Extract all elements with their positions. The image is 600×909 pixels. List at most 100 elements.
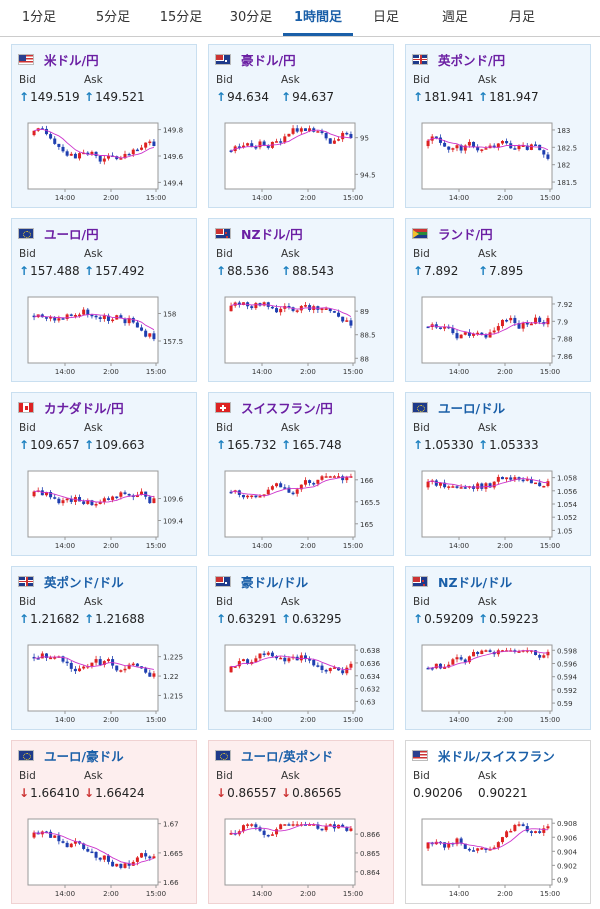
candle-body	[476, 483, 480, 489]
pair-title[interactable]: ユーロ/円	[18, 225, 99, 242]
candle-body	[443, 482, 447, 488]
tab-1時間足[interactable]: 1時間足	[283, 0, 353, 36]
rate-card[interactable]: スイスフラン/円 Bid Ask ↑165.732 ↑165.748 166 165.5 16…	[208, 392, 394, 556]
rate-card[interactable]: NZドル/ドル Bid Ask ↑0.59209 ↑0.59223 0.598 0.596 0…	[405, 566, 591, 730]
mini-chart[interactable]: 1.67 1.665 1.66 14:00 2:00 15:00	[18, 813, 190, 903]
tab-日足[interactable]: 日足	[372, 10, 399, 25]
candle-body	[320, 828, 324, 831]
candle-body	[505, 831, 509, 838]
candle-body	[299, 128, 303, 132]
tab-月足[interactable]: 月足	[508, 10, 535, 25]
y-tick-label: 89	[360, 308, 369, 316]
up-arrow-icon: ↑	[281, 438, 292, 452]
candle-body	[476, 651, 480, 655]
mini-chart[interactable]: 109.6 109.4 14:00 2:00 15:00	[18, 465, 190, 555]
mini-chart[interactable]: 0.866 0.865 0.864 14:00 2:00 15:00	[215, 813, 387, 903]
rate-card[interactable]: 豪ドル/円 Bid Ask ↑94.634 ↑94.637 95 94.5 14:00 2:00…	[208, 44, 394, 208]
pair-name[interactable]: カナダドル/円	[44, 400, 124, 416]
pair-title[interactable]: ユーロ/豪ドル	[18, 747, 124, 764]
pair-title[interactable]: ユーロ/英ポンド	[215, 747, 334, 764]
candle-body	[250, 495, 254, 498]
pair-title[interactable]: カナダドル/円	[18, 399, 124, 416]
mini-chart[interactable]: 1.058 1.056 1.054 1.052 1.05 14:00 2:00 15:00	[412, 465, 584, 555]
pair-title[interactable]: NZドル/円	[215, 225, 303, 242]
pair-name[interactable]: ユーロ/豪ドル	[44, 748, 124, 764]
candle-body	[65, 151, 69, 156]
pair-title[interactable]: NZドル/ドル	[412, 573, 513, 590]
tab-1分足[interactable]: 1分足	[21, 10, 57, 25]
pair-title[interactable]: 米ドル/円	[18, 51, 99, 68]
mini-chart[interactable]: 95 94.5 14:00 2:00 15:00	[215, 117, 387, 207]
pair-name[interactable]: NZドル/円	[241, 226, 303, 242]
pair-name[interactable]: スイスフラン/円	[241, 400, 333, 416]
pair-title[interactable]: 豪ドル/円	[215, 51, 296, 68]
candle-body	[328, 476, 332, 478]
tab-週足[interactable]: 週足	[441, 10, 468, 25]
rate-card[interactable]: カナダドル/円 Bid Ask ↑109.657 ↑109.663 109.6 109.4 1…	[11, 392, 197, 556]
ask-label: Ask	[84, 248, 103, 260]
moving-average-line	[34, 490, 154, 503]
rate-card[interactable]: ユーロ/英ポンド Bid Ask ↓0.86557 ↓0.86565 0.866 0.865…	[208, 740, 394, 904]
mini-chart[interactable]: 1.225 1.22 1.215 14:00 2:00 15:00	[18, 639, 190, 729]
candle-body	[144, 330, 148, 337]
y-tick-label: 0.59	[557, 700, 573, 708]
rate-card[interactable]: ランド/円 Bid Ask ↑7.892 ↑7.895 7.92 7.9 7.88 7.86 14…	[405, 218, 591, 382]
up-arrow-icon: ↑	[413, 264, 424, 278]
candle-body	[517, 824, 521, 826]
pair-name[interactable]: ユーロ/円	[44, 226, 99, 242]
rate-card[interactable]: ユーロ/豪ドル Bid Ask ↓1.66410 ↓1.66424 1.67 1.665 1.…	[11, 740, 197, 904]
pair-title[interactable]: 豪ドル/ドル	[215, 573, 309, 590]
mini-chart[interactable]: 0.598 0.596 0.594 0.592 0.59 14:00 2:00 15:00	[412, 639, 584, 729]
rate-card[interactable]: 米ドル/スイスフラン Bid Ask 0.90206 0.90221 0.908 0.906…	[405, 740, 591, 904]
pair-name[interactable]: ランド/円	[438, 226, 493, 242]
rate-card[interactable]: 豪ドル/ドル Bid Ask ↑0.63291 ↑0.63295 0.638 0.636 0.…	[208, 566, 394, 730]
pair-title[interactable]: ユーロ/ドル	[412, 399, 506, 416]
pair-name[interactable]: 米ドル/スイスフラン	[438, 748, 555, 764]
candle-body	[40, 653, 44, 659]
candle-body	[49, 657, 53, 660]
ask-label: Ask	[84, 596, 103, 608]
pair-title[interactable]: 英ポンド/円	[412, 51, 506, 68]
pair-name[interactable]: 豪ドル/ドル	[241, 574, 309, 590]
rate-card[interactable]: ユーロ/ドル Bid Ask ↑1.05330 ↑1.05333 1.058 1.056 1.…	[405, 392, 591, 556]
y-tick-label: 0.904	[557, 848, 578, 856]
mini-chart[interactable]: 166 165.5 165 14:00 2:00 15:00	[215, 465, 387, 555]
candle-body	[467, 141, 471, 146]
mini-chart[interactable]: 7.92 7.9 7.88 7.86 14:00 2:00 15:00	[412, 291, 584, 381]
pair-name[interactable]: 英ポンド/円	[438, 52, 506, 68]
tab-15分足[interactable]: 15分足	[159, 10, 203, 25]
pair-title[interactable]: 英ポンド/ドル	[18, 573, 124, 590]
mini-chart[interactable]: 158 157.5 14:00 2:00 15:00	[18, 291, 190, 381]
candle-body	[443, 326, 447, 329]
candle-body	[275, 829, 279, 835]
mini-chart[interactable]: 0.908 0.906 0.904 0.902 0.9 14:00 2:00 15:00	[412, 813, 584, 903]
bid-value: ↑165.732	[216, 438, 277, 452]
tab-30分足[interactable]: 30分足	[229, 10, 273, 25]
candle-body	[484, 334, 488, 338]
rate-card[interactable]: ユーロ/円 Bid Ask ↑157.488 ↑157.492 158 157.5 14:00…	[11, 218, 197, 382]
pair-name[interactable]: ユーロ/ドル	[438, 400, 506, 416]
candle-body	[86, 309, 90, 315]
mini-chart[interactable]: 0.638 0.636 0.634 0.632 0.63 14:00 2:00 15:00	[215, 639, 387, 729]
rate-card[interactable]: 英ポンド/円 Bid Ask ↑181.941 ↑181.947 183 182.5 182 1…	[405, 44, 591, 208]
pair-name[interactable]: NZドル/ドル	[438, 574, 513, 590]
pair-name[interactable]: 米ドル/円	[44, 52, 99, 68]
rate-card[interactable]: 英ポンド/ドル Bid Ask ↑1.21682 ↑1.21688 1.225 1.22 1.…	[11, 566, 197, 730]
plot-area	[421, 644, 553, 712]
pair-name[interactable]: 英ポンド/ドル	[44, 574, 124, 590]
mini-chart[interactable]: 183 182.5 182 181.5 14:00 2:00 15:00	[412, 117, 584, 207]
au-flag-icon	[215, 575, 231, 587]
rate-card[interactable]: NZドル/円 Bid Ask ↑88.536 ↑88.543 89 88.5 88 14:00 2…	[208, 218, 394, 382]
mini-chart[interactable]: 89 88.5 88 14:00 2:00 15:00	[215, 291, 387, 381]
candle-body	[345, 320, 349, 322]
mini-chart[interactable]: 149.8 149.6 149.4 14:00 2:00 15:00	[18, 117, 190, 207]
pair-title[interactable]: スイスフラン/円	[215, 399, 333, 416]
pair-title[interactable]: 米ドル/スイスフラン	[412, 747, 555, 764]
pair-title[interactable]: ランド/円	[412, 225, 493, 242]
pair-name[interactable]: 豪ドル/円	[241, 52, 296, 68]
candle-body	[496, 842, 500, 848]
pair-name[interactable]: ユーロ/英ポンド	[241, 748, 334, 764]
rate-card[interactable]: 米ドル/円 Bid Ask ↑149.519 ↑149.521 149.8 149.6 149…	[11, 44, 197, 208]
candle-body	[295, 128, 299, 132]
tab-5分足[interactable]: 5分足	[95, 10, 131, 25]
